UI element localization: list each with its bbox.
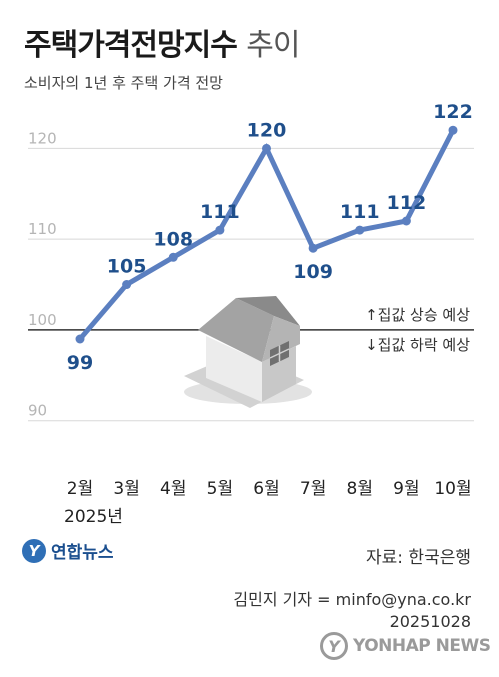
data-label: 111	[200, 201, 240, 223]
y-tick-label: 90	[28, 402, 47, 420]
title-suffix: 추이	[246, 28, 300, 63]
x-tick-label: 9월	[393, 479, 419, 499]
y-tick-label: 110	[28, 220, 57, 238]
data-label: 111	[340, 201, 380, 223]
annotation-fall: ↓집값 하락 예상	[365, 336, 470, 354]
credit: 김민지 기자 = minfo@yna.co.kr 20251028	[233, 589, 471, 633]
x-tick-label: 3월	[113, 479, 139, 499]
x-tick-label: 4월	[160, 479, 186, 499]
x-tick-label: 5월	[207, 479, 233, 499]
data-point	[75, 334, 85, 344]
x-tick-label: 6월	[253, 479, 279, 499]
annotation-rise: ↑집값 상승 예상	[365, 306, 470, 324]
chart-title: 주택가격전망지수 추이	[24, 20, 300, 64]
year-label: 2025년	[64, 507, 123, 527]
source-note: 자료: 한국은행	[366, 548, 471, 568]
house-icon	[184, 296, 312, 408]
data-label: 112	[387, 192, 427, 214]
yonhap-logo-text: 연합뉴스	[51, 543, 114, 563]
y-tick-label: 120	[28, 129, 57, 147]
yonhap-logo-icon: Y	[22, 538, 46, 563]
data-point	[448, 125, 458, 135]
date-stamp: 20251028	[389, 612, 471, 631]
byline: 김민지 기자 = minfo@yna.co.kr	[233, 590, 471, 609]
data-point	[215, 225, 225, 235]
data-label: 122	[433, 101, 473, 123]
data-point	[122, 280, 132, 290]
data-point	[308, 243, 318, 253]
data-label: 105	[107, 256, 147, 278]
yonhap-watermark-icon: Y	[320, 632, 348, 660]
data-label: 108	[153, 228, 193, 250]
x-tick-label: 2월	[67, 479, 93, 499]
data-label: 99	[67, 352, 93, 374]
data-label: 109	[293, 261, 333, 283]
yonhap-watermark: Y YONHAP NEWS	[320, 632, 491, 660]
yonhap-watermark-text: YONHAP NEWS	[353, 636, 491, 656]
data-label: 120	[247, 119, 287, 141]
chart-subtitle: 소비자의 1년 후 주택 가격 전망	[24, 74, 223, 92]
data-point	[262, 143, 271, 153]
data-point	[401, 216, 411, 226]
data-point	[355, 225, 365, 235]
data-point	[168, 252, 178, 262]
x-tick-label: 10월	[434, 479, 471, 499]
y-tick-label: 100	[28, 311, 57, 329]
x-tick-label: 7월	[300, 479, 326, 499]
x-tick-label: 8월	[347, 479, 373, 499]
yonhap-logo: Y 연합뉴스	[22, 538, 114, 563]
title-main: 주택가격전망지수	[24, 28, 238, 63]
